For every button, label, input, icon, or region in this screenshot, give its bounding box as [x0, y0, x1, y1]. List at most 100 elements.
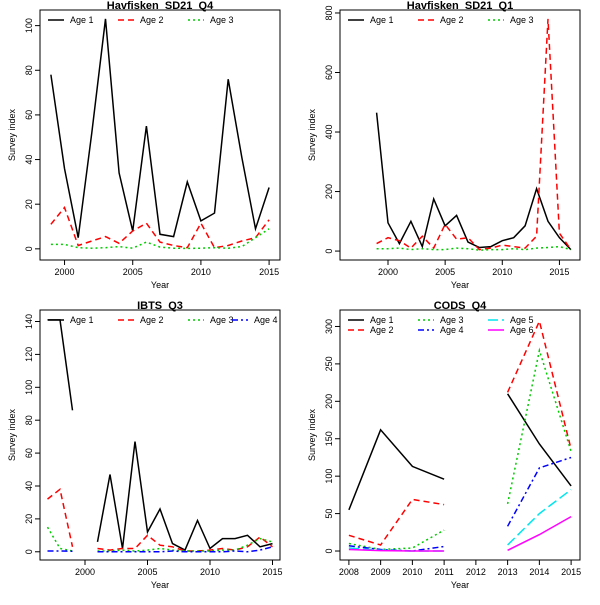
series-line	[508, 490, 571, 545]
series-line	[48, 527, 73, 551]
legend-label: Age 6	[510, 325, 534, 335]
y-tick-label: 400	[324, 125, 334, 140]
y-tick-label: 600	[324, 65, 334, 80]
series-line	[508, 394, 571, 486]
y-tick-label: 80	[24, 65, 34, 75]
y-axis-label: Survey index	[7, 108, 17, 161]
y-tick-label: 100	[24, 18, 34, 33]
x-tick-label: 2015	[549, 267, 569, 277]
legend-label: Age 2	[370, 325, 394, 335]
y-axis-label: Survey index	[307, 408, 317, 461]
y-axis-label: Survey index	[7, 408, 17, 461]
x-tick-label: 2008	[339, 567, 359, 577]
series-age-6	[349, 517, 571, 551]
legend-label: Age 1	[370, 15, 394, 25]
series-age-2	[349, 321, 571, 545]
y-tick-label: 0	[324, 249, 334, 254]
legend-label: Age 1	[70, 315, 94, 325]
x-tick-label: 2005	[137, 567, 157, 577]
series-age-3	[349, 350, 571, 549]
legend-label: Age 4	[254, 315, 278, 325]
legend-label: Age 5	[510, 315, 534, 325]
series-line	[508, 321, 571, 449]
y-tick-label: 140	[24, 314, 34, 329]
series-line	[349, 499, 444, 545]
series-line	[377, 19, 571, 250]
legend-label: Age 1	[70, 15, 94, 25]
legend-label: Age 1	[370, 315, 394, 325]
x-tick-label: 2014	[529, 567, 549, 577]
series-line	[508, 458, 571, 527]
series-age-2	[48, 489, 273, 551]
series-line	[48, 320, 73, 410]
series-age-2	[51, 208, 269, 248]
series-age-2	[377, 19, 571, 250]
y-tick-label: 0	[24, 246, 34, 251]
series-line	[377, 247, 571, 251]
series-age-1	[349, 394, 571, 510]
x-tick-label: 2010	[200, 567, 220, 577]
panel-1: Havfisken_SD21_Q4 2000 2005 2010 2015 0 20 40 60…	[7, 0, 280, 290]
y-tick-label: 200	[324, 184, 334, 199]
x-tick-label: 2015	[561, 567, 581, 577]
series-line	[48, 489, 73, 547]
series-line	[98, 442, 273, 550]
legend-label: Age 2	[440, 15, 464, 25]
series-line	[51, 19, 269, 238]
y-tick-label: 0	[324, 549, 334, 554]
y-tick-label: 40	[24, 155, 34, 165]
y-tick-label: 20	[24, 514, 34, 524]
x-tick-label: 2010	[402, 567, 422, 577]
x-tick-label: 2005	[123, 267, 143, 277]
legend-label: Age 2	[140, 15, 164, 25]
series-age-3	[377, 247, 571, 251]
x-axis-label: Year	[451, 580, 469, 590]
x-tick-label: 2015	[259, 267, 279, 277]
plot-frame	[40, 10, 280, 260]
y-tick-label: 200	[324, 394, 334, 409]
y-tick-label: 40	[24, 481, 34, 491]
series-line	[508, 517, 571, 551]
x-axis-label: Year	[151, 280, 169, 290]
x-tick-label: 2012	[466, 567, 486, 577]
y-tick-label: 100	[24, 380, 34, 395]
series-line	[508, 350, 571, 504]
plot-frame	[340, 310, 580, 560]
y-axis-label: Survey index	[307, 108, 317, 161]
y-tick-label: 100	[324, 469, 334, 484]
series-age-1	[51, 19, 269, 238]
legend-label: Age 2	[140, 315, 164, 325]
x-tick-label: 2010	[191, 267, 211, 277]
y-tick-label: 60	[24, 110, 34, 120]
x-tick-label: 2000	[378, 267, 398, 277]
y-tick-label: 20	[24, 199, 34, 209]
series-age-3	[48, 527, 273, 551]
x-tick-label: 2011	[434, 567, 453, 577]
series-age-4	[349, 458, 571, 552]
chart-title: Havfisken_SD21_Q4	[107, 0, 214, 12]
x-tick-label: 2000	[55, 267, 75, 277]
y-tick-label: 0	[24, 549, 34, 554]
y-tick-label: 300	[324, 319, 334, 334]
chart-title: Havfisken_SD21_Q1	[407, 0, 513, 12]
legend-label: Age 3	[510, 15, 534, 25]
x-tick-label: 2009	[371, 567, 391, 577]
y-tick-label: 60	[24, 448, 34, 458]
y-tick-label: 250	[324, 356, 334, 371]
x-tick-label: 2015	[262, 567, 282, 577]
x-tick-label: 2010	[492, 267, 512, 277]
legend-label: Age 3	[440, 315, 464, 325]
y-tick-label: 50	[324, 509, 334, 519]
legend-label: Age 3	[210, 15, 234, 25]
y-tick-label: 80	[24, 415, 34, 425]
series-line	[51, 208, 269, 248]
series-age-5	[349, 490, 571, 551]
x-axis-label: Year	[451, 280, 469, 290]
chart-title: CODS_Q4	[434, 300, 487, 312]
x-tick-label: 2000	[75, 567, 95, 577]
